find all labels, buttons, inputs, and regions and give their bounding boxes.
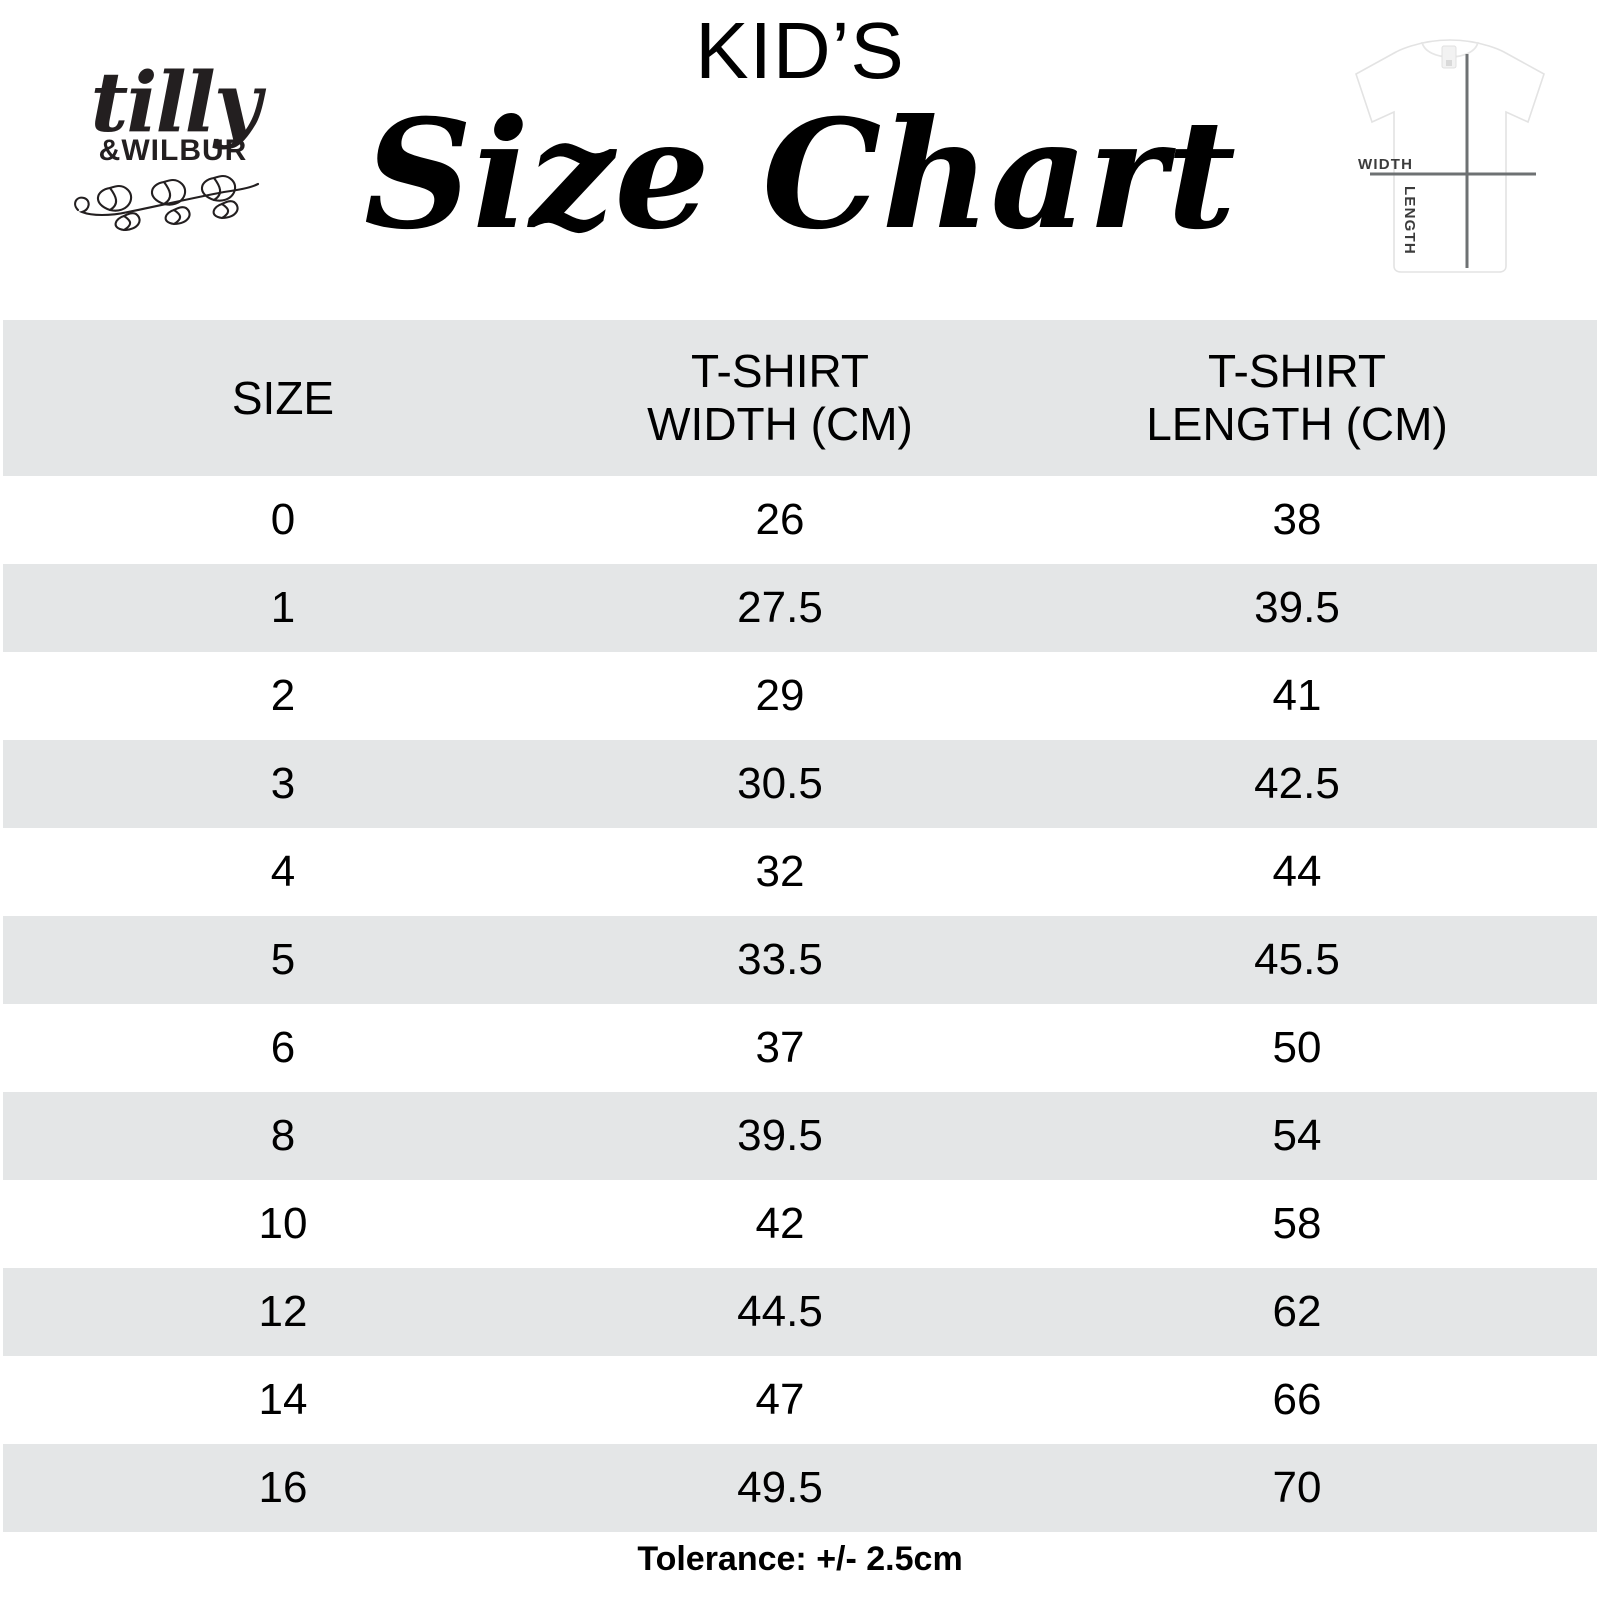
table-row: 12 44.5 62 bbox=[3, 1268, 1597, 1356]
cell-size: 4 bbox=[270, 847, 296, 896]
table-row: 6 37 50 bbox=[3, 1004, 1597, 1092]
cell-length: 44 bbox=[1272, 847, 1322, 896]
cell-size: 10 bbox=[258, 1199, 308, 1248]
cell-width: 29 bbox=[755, 671, 805, 720]
cell-size: 1 bbox=[270, 583, 296, 632]
table-row: 10 42 58 bbox=[3, 1180, 1597, 1268]
table-row: 14 47 66 bbox=[3, 1356, 1597, 1444]
cell-width: 26 bbox=[755, 495, 805, 544]
cell-length: 58 bbox=[1272, 1199, 1322, 1248]
table-row: 8 39.5 54 bbox=[3, 1092, 1597, 1180]
table-header-row: SIZE T-SHIRT WIDTH (CM) T-SHIRT LENGTH (… bbox=[3, 320, 1597, 476]
table-row: 4 32 44 bbox=[3, 828, 1597, 916]
cell-length: 42.5 bbox=[1254, 759, 1340, 808]
cell-length: 39.5 bbox=[1254, 583, 1340, 632]
table-row: 1 27.5 39.5 bbox=[3, 564, 1597, 652]
cell-width: 27.5 bbox=[737, 583, 823, 632]
cell-length: 45.5 bbox=[1254, 935, 1340, 984]
brand-name-script: tilly bbox=[90, 55, 262, 151]
size-chart-table: SIZE T-SHIRT WIDTH (CM) T-SHIRT LENGTH (… bbox=[3, 320, 1597, 1532]
cell-length: 70 bbox=[1272, 1463, 1322, 1512]
cell-size: 0 bbox=[270, 495, 296, 544]
cell-width: 49.5 bbox=[737, 1463, 823, 1512]
leaf-branch-icon bbox=[66, 170, 282, 237]
cell-width: 47 bbox=[755, 1375, 805, 1424]
cell-size: 8 bbox=[270, 1111, 296, 1160]
cell-size: 12 bbox=[258, 1287, 308, 1336]
diagram-width-label: WIDTH bbox=[1358, 156, 1414, 173]
cell-length: 66 bbox=[1272, 1375, 1322, 1424]
page-title: Size Chart bbox=[363, 87, 1237, 263]
column-header-width-line1: T-SHIRT bbox=[690, 345, 870, 397]
column-header-size: SIZE bbox=[231, 371, 335, 424]
cell-width: 39.5 bbox=[737, 1111, 823, 1160]
brand-logo: tilly &WILBUR bbox=[62, 62, 282, 272]
column-header-length-line1: T-SHIRT bbox=[1207, 345, 1387, 397]
cell-length: 50 bbox=[1272, 1023, 1322, 1072]
page-eyebrow: KID’S bbox=[695, 6, 905, 95]
cell-length: 62 bbox=[1272, 1287, 1322, 1336]
cell-length: 41 bbox=[1272, 671, 1322, 720]
table-row: 3 30.5 42.5 bbox=[3, 740, 1597, 828]
page-header: tilly &WILBUR bbox=[0, 0, 1600, 320]
cell-size: 3 bbox=[270, 759, 296, 808]
cell-width: 33.5 bbox=[737, 935, 823, 984]
column-header-width-line2: WIDTH (CM) bbox=[647, 398, 913, 450]
table-row: 0 26 38 bbox=[3, 476, 1597, 564]
tshirt-measurement-diagram: WIDTH LENGTH bbox=[1322, 18, 1578, 290]
title-block: KID’S Size Chart bbox=[300, 0, 1300, 263]
cell-size: 14 bbox=[258, 1375, 308, 1424]
tolerance-note: Tolerance: +/- 2.5cm bbox=[637, 1540, 963, 1578]
cell-width: 44.5 bbox=[737, 1287, 823, 1336]
cell-width: 30.5 bbox=[737, 759, 823, 808]
table-row: 2 29 41 bbox=[3, 652, 1597, 740]
cell-width: 37 bbox=[755, 1023, 805, 1072]
cell-size: 5 bbox=[270, 935, 296, 984]
cell-size: 6 bbox=[270, 1023, 296, 1072]
column-header-length-line2: LENGTH (CM) bbox=[1146, 398, 1448, 450]
column-header-width: T-SHIRT WIDTH (CM) bbox=[563, 345, 997, 451]
table-row: 5 33.5 45.5 bbox=[3, 916, 1597, 1004]
column-header-length: T-SHIRT LENGTH (CM) bbox=[997, 345, 1597, 451]
cell-size: 2 bbox=[270, 671, 296, 720]
cell-length: 54 bbox=[1272, 1111, 1322, 1160]
cell-size: 16 bbox=[258, 1463, 308, 1512]
cell-width: 32 bbox=[755, 847, 805, 896]
cell-length: 38 bbox=[1272, 495, 1322, 544]
table-body: 0 26 38 1 27.5 39.5 2 29 41 3 30.5 42.5 4 32 44 5 33.5 45… bbox=[3, 476, 1597, 1532]
cell-width: 42 bbox=[755, 1199, 805, 1248]
tshirt-icon bbox=[1355, 39, 1545, 273]
table-row: 16 49.5 70 bbox=[3, 1444, 1597, 1532]
diagram-length-label: LENGTH bbox=[1401, 186, 1418, 255]
brand-name-sub: &WILBUR bbox=[98, 134, 248, 167]
